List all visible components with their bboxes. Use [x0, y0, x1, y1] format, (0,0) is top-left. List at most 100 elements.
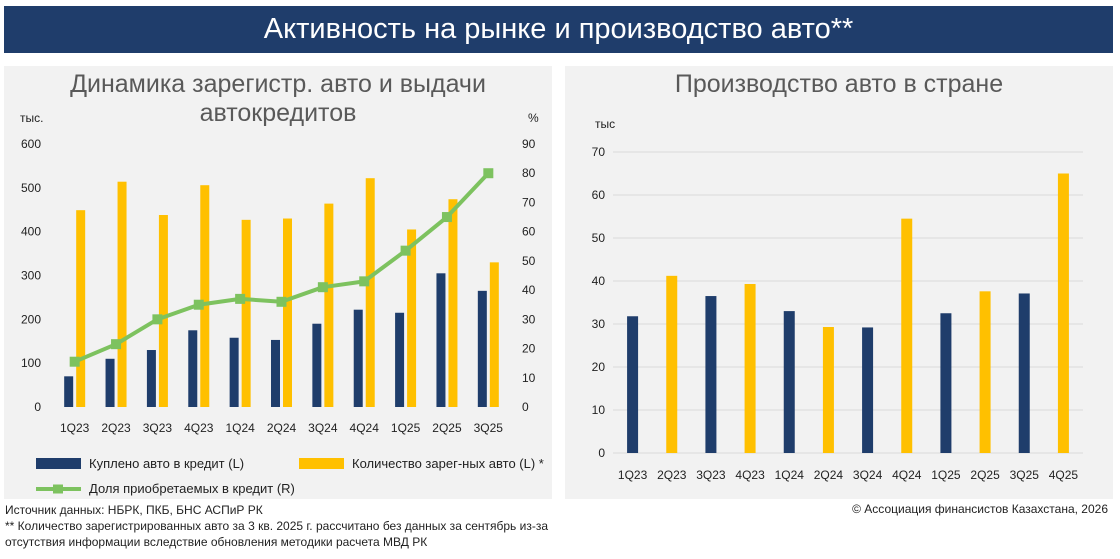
right-chart-y-tick: 60 [592, 188, 606, 202]
left-x-tick: 4Q23 [184, 421, 214, 435]
right-chart-y-tick: 70 [592, 145, 606, 159]
right-x-tick: 3Q23 [696, 468, 726, 482]
right-y-tick: 70 [522, 195, 536, 209]
left-x-tick: 1Q23 [60, 421, 90, 435]
right-x-tick: 3Q25 [1010, 468, 1040, 482]
right-x-tick: 4Q24 [892, 468, 922, 482]
right-x-tick: 1Q24 [775, 468, 805, 482]
left-x-tick: 1Q25 [391, 421, 421, 435]
share-point [69, 356, 80, 367]
share-point [276, 296, 287, 307]
legend-label-gold: Количество зарег-ных авто (L) * [352, 456, 544, 471]
right-x-tick: 3Q24 [853, 468, 883, 482]
credit-bar [188, 330, 198, 407]
registered-bar [283, 218, 292, 407]
left-y-tick: 200 [21, 312, 41, 326]
right-chart-unit-label: тыс [595, 117, 615, 131]
registered-bar [489, 262, 499, 407]
share-point [193, 299, 204, 310]
production-bar [627, 316, 639, 453]
credit-bar [229, 337, 239, 407]
right-y-tick: 80 [522, 166, 536, 180]
left-x-tick: 2Q25 [432, 421, 462, 435]
production-bar [783, 311, 795, 453]
right-x-tick: 2Q25 [970, 468, 1000, 482]
credit-bar [105, 358, 115, 407]
share-point [400, 245, 411, 256]
share-point [317, 282, 328, 293]
right-chart-panel: Производство авто в стране тыс 0 10 20 30 40… [565, 66, 1113, 499]
legend-item-navy: Куплено авто в кредит (L) [36, 456, 244, 471]
share-point [441, 212, 452, 223]
left-y-tick: 0 [34, 400, 41, 414]
right-y-tick: 0 [522, 400, 529, 414]
page-title: Активность на рынке и производство авто*… [263, 13, 854, 45]
left-y-tick: 500 [21, 181, 41, 195]
left-chart-title: Динамика зарегистр. авто и выдачи автокр… [70, 70, 486, 127]
production-bar [705, 296, 717, 453]
right-chart-svg: тыс 0 10 20 30 40 50 60 70 1Q23 2Q23 3Q23 4Q23 1Q24 2… [592, 117, 1083, 482]
left-chart-svg: тыс. % 0 100 200 300 400 500 600 0 10 20 30 40 50 60 7… [20, 111, 539, 435]
right-x-tick: 2Q24 [814, 468, 844, 482]
right-x-tick: 4Q23 [735, 468, 765, 482]
footnote-line-1: ** Количество зарегистрированных авто за… [5, 519, 548, 533]
footnote-line-2: отсутствия информации вследствие обновле… [5, 535, 428, 549]
legend-label-green: Доля приобретаемых в кредит (R) [89, 481, 295, 496]
credit-bar [477, 290, 487, 407]
share-point [152, 314, 163, 325]
left-y-tick: 300 [21, 269, 41, 283]
right-chart-y-tick: 50 [592, 231, 606, 245]
production-bar [822, 327, 834, 453]
registered-bar [448, 199, 458, 407]
left-x-tick: 2Q23 [101, 421, 131, 435]
left-unit-label: тыс. [20, 111, 43, 125]
left-x-tick: 2Q24 [267, 421, 297, 435]
registered-bar [324, 203, 334, 407]
right-chart-y-tick: 10 [592, 403, 606, 417]
credit-bar [436, 273, 446, 407]
right-y-tick: 30 [522, 312, 536, 326]
production-bar [666, 275, 678, 453]
credit-bar [312, 323, 322, 407]
footer-notes: Источник данных: НБРК, ПКБ, БНС АСПиР РК… [5, 502, 548, 550]
right-y-tick: 20 [522, 342, 536, 356]
right-x-tick: 4Q25 [1049, 468, 1079, 482]
right-chart-y-tick: 40 [592, 274, 606, 288]
production-bar [862, 327, 874, 453]
registered-bar [365, 178, 375, 407]
production-bar [1057, 173, 1069, 453]
right-y-tick: 40 [522, 283, 536, 297]
registered-bar [117, 181, 127, 407]
left-x-tick: 3Q23 [143, 421, 173, 435]
right-unit-label: % [528, 111, 539, 125]
credit-bar [353, 309, 363, 407]
right-y-tick: 50 [522, 254, 536, 268]
registered-bar [241, 219, 251, 407]
registered-bar [407, 229, 417, 407]
production-bar [901, 218, 913, 453]
left-y-tick: 400 [21, 225, 41, 239]
production-bar [940, 313, 952, 453]
legend-item-gold: Количество зарег-ных авто (L) * [299, 456, 544, 471]
left-y-tick: 100 [21, 356, 41, 370]
copyright-note: © Ассоциация финансистов Казахстана, 202… [852, 502, 1108, 516]
right-x-tick: 1Q23 [618, 468, 648, 482]
right-x-tick: 2Q23 [657, 468, 687, 482]
legend-swatch-gold [299, 458, 344, 469]
production-bar [744, 284, 756, 453]
right-chart-title: Производство авто в стране [674, 70, 1004, 98]
share-point [235, 293, 246, 304]
legend-item-green: Доля приобретаемых в кредит (R) [36, 481, 295, 496]
share-point [483, 168, 494, 179]
production-bar [1018, 293, 1030, 453]
production-bar [979, 291, 991, 453]
legend-swatch-navy [36, 458, 81, 469]
right-chart-y-tick: 0 [598, 446, 605, 460]
share-point [359, 276, 370, 287]
left-x-tick: 3Q24 [308, 421, 338, 435]
right-y-tick: 90 [522, 137, 536, 151]
right-x-tick: 1Q25 [931, 468, 961, 482]
right-y-tick: 60 [522, 225, 536, 239]
legend-label-navy: Куплено авто в кредит (L) [89, 456, 245, 471]
share-point [111, 339, 122, 350]
